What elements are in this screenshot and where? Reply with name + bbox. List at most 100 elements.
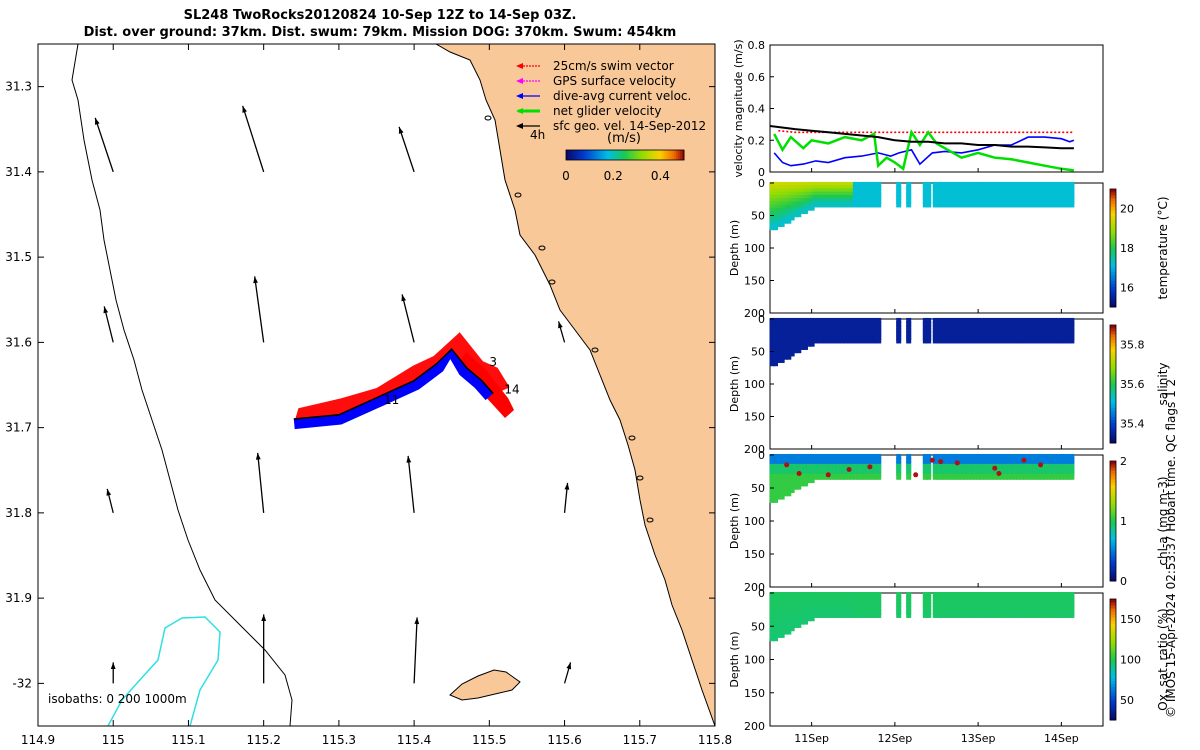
section-cell <box>949 191 955 198</box>
velocity-ytick-label: 0.8 <box>748 39 766 52</box>
section-cell <box>1016 470 1022 477</box>
section-cell <box>776 480 782 487</box>
islet <box>484 115 492 121</box>
section-cell <box>776 201 782 208</box>
section-cell <box>812 330 818 337</box>
section-cell <box>806 191 812 198</box>
section-cell <box>862 330 868 337</box>
section-cell <box>772 483 778 490</box>
map-ytick-label: 31.8 <box>5 506 32 520</box>
section-cell <box>979 457 985 464</box>
section-colorbar-frame <box>1109 188 1117 308</box>
section-colorbar-cell <box>1110 554 1116 558</box>
section-cell <box>849 337 855 344</box>
section-cell <box>806 608 812 615</box>
section-cell <box>849 191 855 198</box>
section-cell <box>1036 185 1042 192</box>
section-cell <box>849 470 855 477</box>
section-cell <box>846 191 852 198</box>
section-cell <box>922 334 928 341</box>
section-cell <box>862 194 868 201</box>
section-cell <box>926 457 932 464</box>
section-cell <box>802 611 808 618</box>
section-cell <box>959 595 965 602</box>
section-cell <box>986 591 992 598</box>
section-colorbar-cell <box>1110 557 1116 561</box>
section-cell <box>986 188 992 195</box>
section-cell <box>959 337 965 344</box>
section-cell <box>839 605 845 612</box>
section-cell <box>949 463 955 470</box>
section-cell <box>986 334 992 341</box>
section-cell <box>959 191 965 198</box>
section-cell <box>1069 453 1075 460</box>
section-cell <box>809 453 815 460</box>
section-cell <box>906 611 912 618</box>
section-ytick-label: 150 <box>744 411 765 424</box>
section-cell <box>922 460 928 467</box>
section-cell <box>816 598 822 605</box>
section-cell <box>1012 321 1018 328</box>
section-cell <box>1026 327 1032 334</box>
section-colorbar-tick: 2 <box>1120 455 1127 468</box>
section-cell <box>799 601 805 608</box>
section-cell <box>969 191 975 198</box>
section-cell <box>789 621 795 628</box>
section-cell <box>1036 334 1042 341</box>
section-cell <box>999 181 1005 188</box>
section-cell <box>1022 334 1028 341</box>
section-cell <box>1049 611 1055 618</box>
section-cell <box>799 201 805 208</box>
section-cell <box>982 457 988 464</box>
section-cell <box>809 611 815 618</box>
section-cell <box>949 185 955 192</box>
section-cell <box>969 463 975 470</box>
section-cell <box>926 601 932 608</box>
section-colorbar-cell <box>1110 692 1116 697</box>
section-cell <box>986 473 992 480</box>
section-cell <box>799 473 805 480</box>
section-cell <box>1012 463 1018 470</box>
section-cell <box>926 185 932 192</box>
section-cell <box>989 460 995 467</box>
section-cell <box>966 473 972 480</box>
section-cell <box>866 601 872 608</box>
section-cell <box>872 457 878 464</box>
section-cell <box>942 327 948 334</box>
section-cell <box>876 330 882 337</box>
section-cell <box>782 457 788 464</box>
section-cell <box>1016 591 1022 598</box>
section-cell <box>952 317 958 324</box>
section-cell <box>872 595 878 602</box>
section-colorbar-cell <box>1110 413 1116 417</box>
section-cell <box>802 327 808 334</box>
section-cell <box>1009 185 1015 192</box>
section-cell <box>832 188 838 195</box>
section-cell <box>836 453 842 460</box>
section-cell <box>1019 191 1025 198</box>
section-cell <box>932 460 938 467</box>
section-cell <box>792 473 798 480</box>
section-colorbar-cell <box>1110 527 1116 531</box>
section-cell <box>972 467 978 474</box>
section-cell <box>826 595 832 602</box>
section-cell <box>799 595 805 602</box>
section-cell <box>796 480 802 487</box>
section-cell <box>949 188 955 195</box>
section-cell <box>956 463 962 470</box>
section-cell <box>959 181 965 188</box>
section-cell <box>1026 460 1032 467</box>
section-cell <box>1069 591 1075 598</box>
section-cell <box>976 330 982 337</box>
section-colorbar-cell <box>1110 253 1116 258</box>
section-cell <box>922 457 928 464</box>
section-cell <box>989 201 995 208</box>
section-cell <box>802 324 808 331</box>
section-cell <box>1052 605 1058 612</box>
section-cell <box>842 334 848 341</box>
section-cell <box>852 608 858 615</box>
section-cell <box>956 337 962 344</box>
section-cell <box>869 595 875 602</box>
section-cell <box>996 591 1002 598</box>
